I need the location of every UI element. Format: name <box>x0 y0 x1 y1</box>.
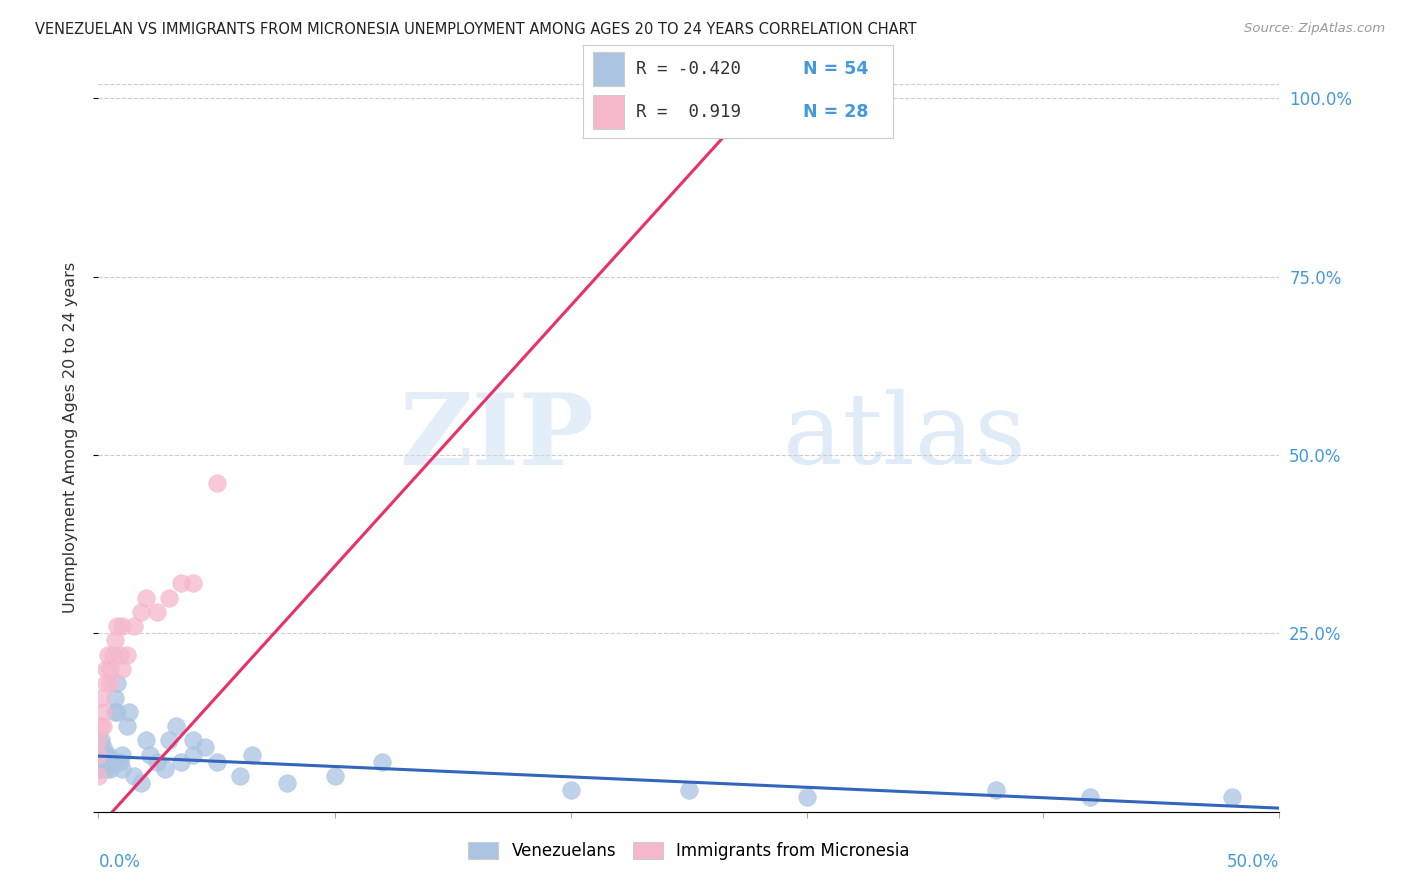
Point <box>129 776 152 790</box>
Point <box>146 755 169 769</box>
Point <box>181 576 204 591</box>
Text: R =  0.919: R = 0.919 <box>636 103 741 121</box>
Point <box>87 755 110 769</box>
Point <box>94 676 117 690</box>
Text: 0.0%: 0.0% <box>98 853 141 871</box>
Point <box>87 733 110 747</box>
Point <box>1220 790 1243 805</box>
Point <box>153 762 176 776</box>
Point <box>105 705 128 719</box>
FancyBboxPatch shape <box>593 95 624 129</box>
Point <box>135 591 157 605</box>
Point <box>118 705 141 719</box>
Point <box>323 769 346 783</box>
Point <box>105 676 128 690</box>
Point <box>115 719 138 733</box>
Point <box>90 690 112 705</box>
Point <box>91 719 114 733</box>
Point <box>678 783 700 797</box>
Point <box>111 747 134 762</box>
Point <box>90 755 112 769</box>
Point <box>105 619 128 633</box>
Point <box>104 633 127 648</box>
Point <box>104 690 127 705</box>
Point <box>97 747 120 762</box>
Text: Source: ZipAtlas.com: Source: ZipAtlas.com <box>1244 22 1385 36</box>
Point <box>129 605 152 619</box>
Point <box>229 769 252 783</box>
Point <box>276 776 298 790</box>
Point <box>1080 790 1102 805</box>
Point <box>98 676 121 690</box>
Point <box>87 769 110 783</box>
Point <box>87 733 110 747</box>
Point <box>94 662 117 676</box>
Point <box>157 733 180 747</box>
Point <box>111 662 134 676</box>
Point <box>91 747 114 762</box>
Point <box>122 769 145 783</box>
Text: N = 54: N = 54 <box>803 60 869 78</box>
Point <box>101 755 124 769</box>
Text: ZIP: ZIP <box>399 389 595 485</box>
Point <box>91 740 114 755</box>
Point <box>122 619 145 633</box>
Point <box>94 762 117 776</box>
Point <box>181 733 204 747</box>
Point <box>94 747 117 762</box>
Text: VENEZUELAN VS IMMIGRANTS FROM MICRONESIA UNEMPLOYMENT AMONG AGES 20 TO 24 YEARS : VENEZUELAN VS IMMIGRANTS FROM MICRONESIA… <box>35 22 917 37</box>
Point <box>104 705 127 719</box>
Point <box>115 648 138 662</box>
Point <box>170 755 193 769</box>
FancyBboxPatch shape <box>593 52 624 86</box>
Text: atlas: atlas <box>783 389 1026 485</box>
Point <box>90 733 112 747</box>
Point <box>98 755 121 769</box>
Point <box>205 755 228 769</box>
Point <box>170 576 193 591</box>
Point <box>607 91 630 105</box>
Point <box>240 747 263 762</box>
Point <box>90 747 112 762</box>
Text: 50.0%: 50.0% <box>1227 853 1279 871</box>
Point <box>98 662 121 676</box>
Point <box>984 783 1007 797</box>
Y-axis label: Unemployment Among Ages 20 to 24 years: Unemployment Among Ages 20 to 24 years <box>63 261 77 613</box>
Point <box>205 476 228 491</box>
Point <box>90 762 112 776</box>
Point <box>371 755 394 769</box>
Point <box>165 719 187 733</box>
Point <box>91 755 114 769</box>
Point <box>87 747 110 762</box>
Point <box>97 755 120 769</box>
Point <box>87 747 110 762</box>
Point <box>560 783 582 797</box>
Point <box>97 648 120 662</box>
Point <box>146 605 169 619</box>
Point <box>108 755 131 769</box>
Point <box>87 740 110 755</box>
Point <box>194 740 217 755</box>
Legend: Venezuelans, Immigrants from Micronesia: Venezuelans, Immigrants from Micronesia <box>461 836 917 867</box>
Point <box>111 619 134 633</box>
Point <box>111 762 134 776</box>
Point <box>139 747 162 762</box>
Point <box>157 591 180 605</box>
Point <box>90 740 112 755</box>
Point <box>101 648 124 662</box>
Text: N = 28: N = 28 <box>803 103 869 121</box>
Point <box>108 648 131 662</box>
Point <box>135 733 157 747</box>
Point <box>94 755 117 769</box>
Point <box>87 762 110 776</box>
Text: R = -0.420: R = -0.420 <box>636 60 741 78</box>
Point <box>796 790 818 805</box>
Point <box>181 747 204 762</box>
Point <box>98 762 121 776</box>
Point <box>90 719 112 733</box>
Point <box>91 705 114 719</box>
